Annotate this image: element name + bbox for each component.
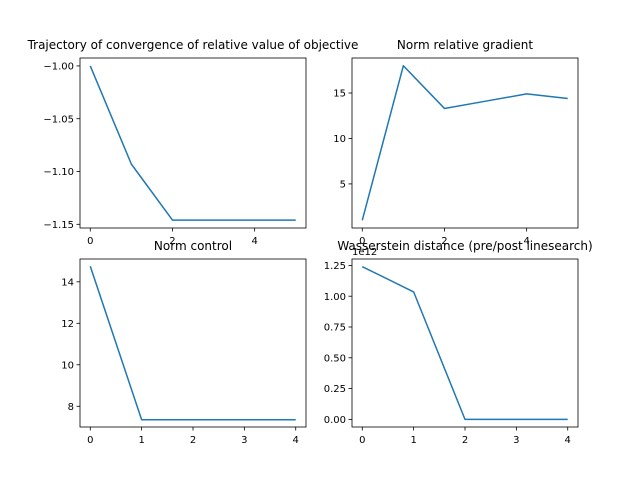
y-tick-label: −1.00: [43, 62, 74, 73]
series-line: [89, 266, 296, 421]
y-tick-label: 1.25: [324, 261, 346, 272]
y-tick-label: −1.10: [43, 167, 74, 178]
y-tick-label: 8: [68, 402, 74, 413]
y-tick-label: −1.15: [43, 220, 74, 231]
y-tick-label: 14: [61, 277, 74, 288]
subplot-1: 0 2 4 −1.00 −1.05 −1.10 −1.15 Trajectory of con…: [27, 38, 359, 247]
axes-frame: [79, 57, 307, 229]
y-tick-label: 10: [61, 360, 74, 371]
x-tick-label: 4: [293, 435, 299, 446]
subplot-2: 0 2 4 5 10 15 Norm relative gradient: [333, 38, 579, 247]
y-tick-label: 15: [333, 89, 346, 100]
y-tick-label: 0.50: [324, 353, 346, 364]
x-tick-label: 3: [241, 435, 247, 446]
y-tick-label: −1.05: [43, 114, 74, 125]
axis-offset-label: 1e12: [352, 247, 377, 258]
x-tick-label: 2: [190, 435, 196, 446]
x-tick-label: 0: [359, 435, 365, 446]
x-tick-label: 2: [169, 236, 175, 247]
x-tick-label: 2: [441, 236, 447, 247]
series-line: [361, 64, 568, 221]
axes-frame: [351, 57, 579, 229]
y-tick-label: 1.00: [324, 292, 346, 303]
x-tick-label: 4: [565, 435, 571, 446]
y-tick-label: 10: [333, 134, 346, 145]
x-tick-label: 2: [462, 435, 468, 446]
subplot-title: Wasserstein distance (pre/post linesearc…: [337, 239, 592, 253]
subplot-title: Trajectory of convergence of relative va…: [27, 38, 359, 52]
x-tick-label: 0: [359, 236, 365, 247]
y-tick-label: 0.00: [324, 415, 346, 426]
axes-frame: [351, 258, 579, 428]
y-tick-label: 5: [340, 180, 346, 191]
x-tick-label: 0: [87, 435, 93, 446]
x-tick-label: 0: [87, 236, 93, 247]
series-line: [89, 65, 296, 221]
subplot-title: Norm relative gradient: [397, 38, 533, 52]
y-tick-label: 0.75: [324, 323, 346, 334]
y-tick-label: 12: [61, 319, 74, 330]
x-tick-label: 1: [410, 435, 416, 446]
x-tick-label: 1: [138, 435, 144, 446]
subplot-4: 0 1 2 3 4 0.00 0.25 0.50 0.75 1.00 1.25 1e12Wassers…: [324, 239, 593, 446]
y-tick-label: 0.25: [324, 384, 346, 395]
x-tick-label: 3: [513, 435, 519, 446]
x-tick-label: 4: [251, 236, 257, 247]
axes-frame: [79, 258, 307, 428]
x-tick-label: 4: [523, 236, 529, 247]
series-line: [361, 265, 568, 421]
subplot-title: Norm control: [154, 239, 232, 253]
